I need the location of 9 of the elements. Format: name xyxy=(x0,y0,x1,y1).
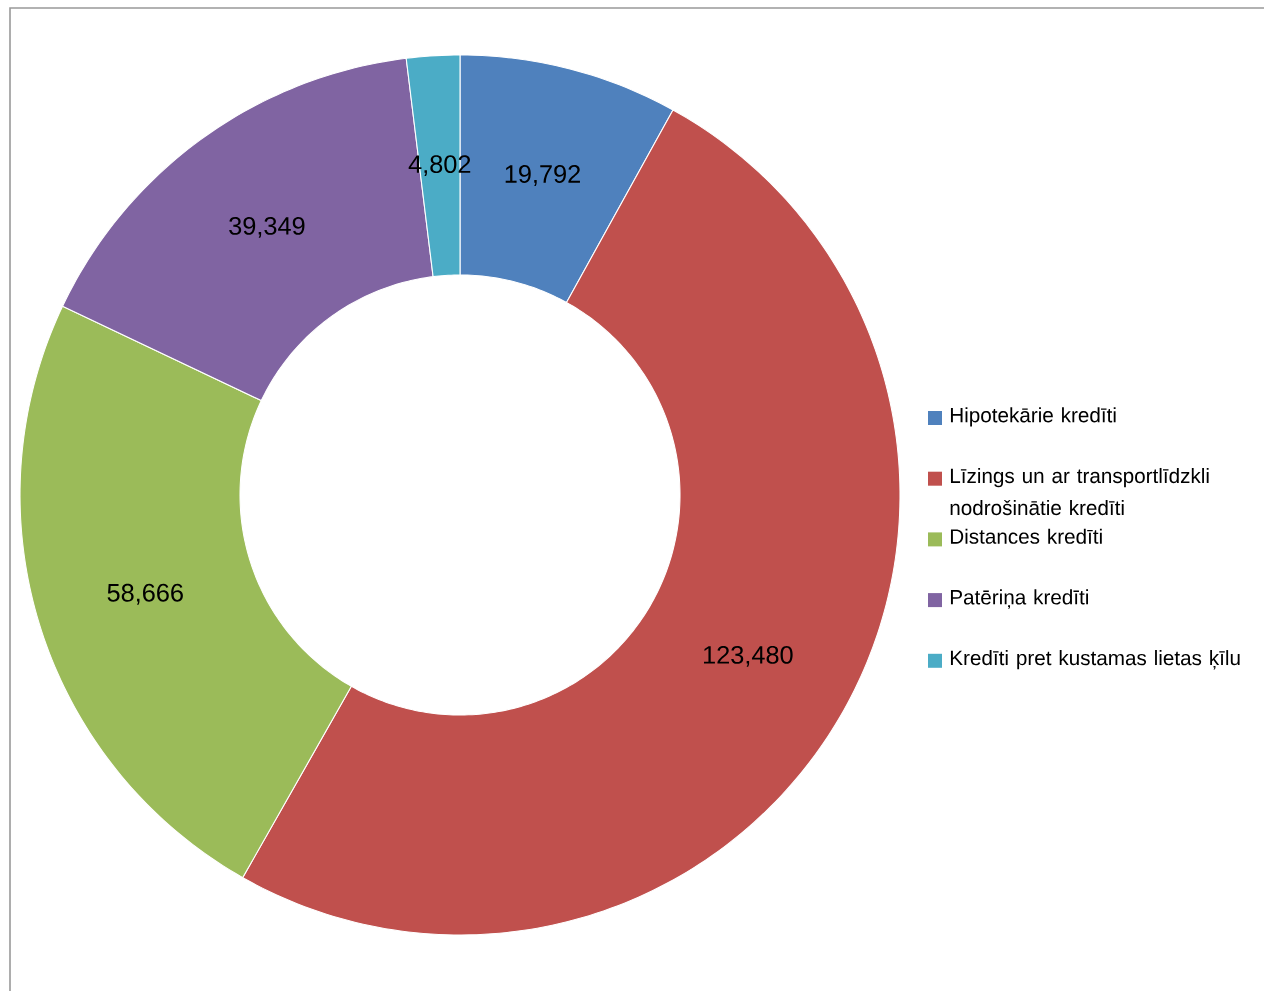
data-label: 58,666 xyxy=(107,583,183,605)
data-label: 19,792 xyxy=(505,165,580,186)
legend-label: Hipotekārie kredīti xyxy=(950,407,1116,427)
data-label: 39,349 xyxy=(229,216,305,238)
data-label: 123,480 xyxy=(704,645,793,667)
legend-label: Līzings un ar transportlīdzkli nodrošinātie kredīti xyxy=(950,467,1209,516)
legend-label: Distances kredīti xyxy=(950,528,1102,544)
legend-label: Kredīti pret kustamas lietas ķīlu xyxy=(950,650,1240,670)
legend-label: Patēriņa kredīti xyxy=(950,589,1088,609)
